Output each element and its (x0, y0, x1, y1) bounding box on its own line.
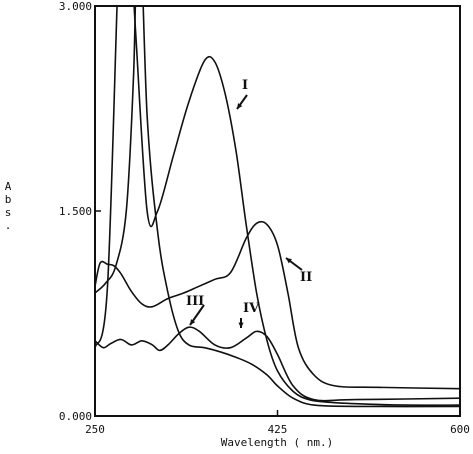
curve-label-III: III (186, 294, 204, 309)
series-line-I (95, 6, 460, 406)
curve-arrowhead-I (237, 103, 243, 109)
curve-arrowhead-II (286, 258, 292, 264)
curve-label-IV: IV (243, 301, 260, 316)
curve-label-II: II (300, 270, 312, 285)
y-tick-label: 3.000 (59, 0, 92, 13)
series-line-II (95, 220, 460, 390)
ticks-group: 250 425 600 0.000 1.500 3.000 (59, 0, 470, 436)
y-tick-label: 1.500 (59, 205, 92, 218)
y-tick-label: 0.000 (59, 410, 92, 423)
x-tick-label: 600 (450, 423, 470, 436)
x-axis-title: Wavelength ( nm.) (221, 436, 334, 449)
curves-group (95, 6, 460, 408)
curve-arrowhead-IV (238, 322, 244, 328)
series-line-III (95, 6, 460, 408)
curve-arrowhead-III (190, 319, 196, 325)
x-tick-label: 250 (85, 423, 105, 436)
series-line-IV (95, 326, 460, 402)
curve-label-I: I (242, 78, 248, 93)
x-tick-label: 425 (268, 423, 288, 436)
